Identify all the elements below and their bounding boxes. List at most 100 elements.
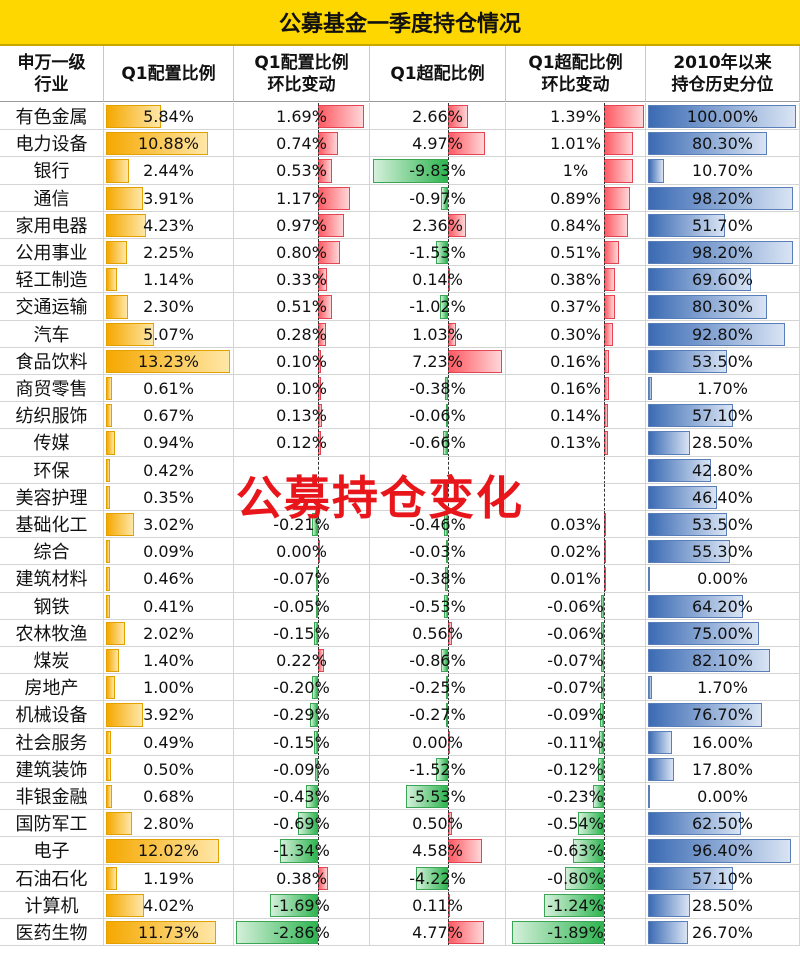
data-label: 0.10%	[276, 379, 327, 398]
allocation-cell: 0.61%	[104, 375, 234, 403]
zero-axis-line	[448, 783, 449, 810]
allocation-cell: 5.84%	[104, 103, 234, 131]
percentile-cell: 0.00%	[646, 783, 800, 811]
zero-axis-line	[604, 184, 605, 211]
overweight-cell: -0.66%	[370, 429, 506, 457]
percentile-cell: 42.80%	[646, 456, 800, 484]
allocation-bar	[106, 513, 135, 537]
zero-axis-line	[448, 157, 449, 184]
data-label: 0.09%	[143, 542, 194, 562]
data-label: 0.42%	[143, 460, 194, 480]
data-label: 0.51%	[276, 297, 327, 317]
data-label: 12.02%	[137, 841, 199, 861]
overweight-change-cell: -0.11%	[506, 728, 646, 756]
overweight-cell: -0.27%	[370, 701, 506, 729]
allocation-bar	[106, 594, 110, 618]
data-label: 53.50%	[691, 351, 753, 371]
data-label: 0.00%	[412, 732, 463, 752]
overweight-change-cell: 0.30%	[506, 320, 646, 348]
overlay-caption: 公募持仓变化	[236, 471, 524, 525]
data-label: 2.44%	[143, 161, 194, 181]
percentile-bar	[648, 295, 767, 319]
data-label: 0.00%	[697, 787, 748, 806]
data-label: -0.21%	[273, 515, 330, 534]
industry-name: 机械设备	[0, 701, 104, 729]
overweight-change-cell: -0.07%	[506, 647, 646, 675]
allocation-change-cell: -0.69%	[234, 810, 370, 838]
data-label: 5.84%	[143, 107, 194, 126]
overweight-change-cell: 0.37%	[506, 293, 646, 321]
negative-change-bar	[599, 703, 604, 727]
negative-change-bar	[298, 812, 318, 836]
allocation-bar	[106, 676, 116, 700]
zero-axis-line	[448, 456, 449, 483]
allocation-cell: 0.41%	[104, 592, 234, 620]
zero-axis-line	[604, 293, 605, 320]
overweight-change-cell	[506, 456, 646, 484]
allocation-change-cell: 0.28%	[234, 320, 370, 348]
allocation-bar	[106, 785, 113, 809]
percentile-bar	[648, 540, 730, 564]
negative-change-bar	[600, 676, 604, 700]
allocation-cell: 3.92%	[104, 701, 234, 729]
percentile-bar	[648, 377, 652, 401]
data-label: -0.20%	[273, 678, 330, 698]
allocation-cell: 5.07%	[104, 320, 234, 348]
data-label: 11.73%	[137, 923, 199, 942]
percentile-bar	[648, 241, 794, 265]
industry-name: 煤炭	[0, 647, 104, 675]
allocation-change-cell: 0.22%	[234, 647, 370, 675]
data-label: 0.89%	[550, 188, 601, 208]
negative-change-bar	[309, 703, 318, 727]
allocation-bar	[106, 295, 128, 319]
data-label: -0.06%	[547, 623, 604, 643]
data-label: -1.89%	[547, 923, 604, 942]
data-label: -0.38%	[409, 379, 466, 398]
percentile-cell: 16.00%	[646, 728, 800, 756]
allocation-bar	[106, 186, 143, 210]
negative-change-bar	[313, 730, 318, 754]
zero-axis-line	[604, 728, 605, 755]
industry-name: 轻工制造	[0, 266, 104, 294]
allocation-cell: 2.44%	[104, 157, 234, 185]
zero-axis-line	[604, 674, 605, 701]
data-label: -0.06%	[409, 406, 466, 426]
data-label: -0.05%	[273, 596, 330, 616]
percentile-bar	[648, 349, 728, 373]
allocation-change-cell: 0.51%	[234, 293, 370, 321]
data-label: 0.33%	[276, 270, 327, 290]
overweight-cell: -0.46%	[370, 511, 506, 539]
zero-axis-line	[318, 211, 319, 238]
allocation-bar	[106, 377, 112, 401]
allocation-bar	[106, 159, 129, 183]
allocation-change-cell: 0.10%	[234, 375, 370, 403]
data-label: 0.41%	[143, 596, 194, 616]
allocation-change-cell: 0.53%	[234, 157, 370, 185]
header-overweight-change: Q1超配比例 环比变动	[506, 46, 646, 102]
overweight-change-cell: 0.16%	[506, 375, 646, 403]
data-label: 0.00%	[276, 542, 327, 562]
table-title: 公募基金一季度持仓情况	[0, 0, 800, 46]
percentile-bar	[648, 785, 650, 809]
zero-axis-line	[318, 810, 319, 837]
data-label: -0.15%	[273, 623, 330, 643]
data-label: -0.38%	[409, 569, 466, 589]
zero-axis-line	[448, 864, 449, 891]
industry-name: 电子	[0, 837, 104, 865]
allocation-bar	[106, 404, 113, 428]
data-label: 0.16%	[550, 351, 601, 371]
zero-axis-line	[318, 375, 319, 402]
overweight-cell: 2.66%	[370, 103, 506, 131]
data-label: 53.50%	[691, 515, 753, 534]
zero-axis-line	[448, 674, 449, 701]
overweight-cell	[370, 483, 506, 511]
percentile-bar	[648, 404, 733, 428]
allocation-cell: 10.88%	[104, 130, 234, 158]
data-label: 26.70%	[691, 923, 753, 942]
percentile-cell: 57.10%	[646, 402, 800, 430]
data-label: 1.00%	[143, 678, 194, 698]
percentile-cell: 82.10%	[646, 647, 800, 675]
zero-axis-line	[318, 701, 319, 728]
negative-change-bar	[543, 893, 604, 917]
zero-axis-line	[604, 130, 605, 157]
